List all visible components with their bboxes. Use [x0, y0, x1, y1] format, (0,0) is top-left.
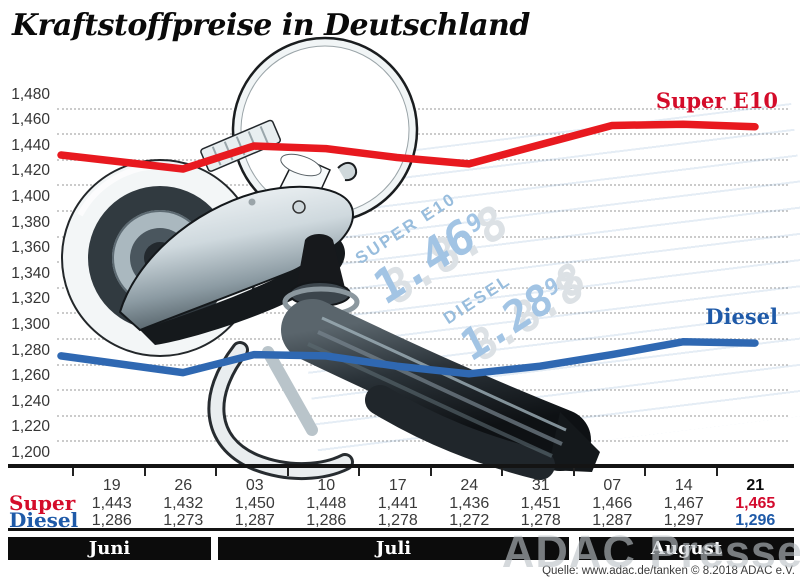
- y-axis-label: 1,440: [11, 136, 50, 154]
- table-cell: 1,272: [449, 512, 490, 529]
- table-cell: 1,296: [735, 512, 776, 529]
- gridline: [57, 184, 788, 187]
- gridline: [57, 286, 788, 289]
- y-axis-label: 1,400: [11, 188, 50, 205]
- y-axis-label: 1,300: [11, 316, 50, 333]
- column-tick: [358, 468, 360, 476]
- y-axis-label: 1,340: [11, 264, 50, 282]
- table-cell: 1,278: [377, 512, 418, 529]
- super-e10-line: [57, 120, 759, 173]
- table-bottom-rule: [8, 528, 794, 531]
- y-axis-label: 1,480: [11, 85, 50, 103]
- table-cell: 24: [460, 477, 479, 494]
- table-cell: 1,297: [663, 512, 704, 529]
- adac-presse-watermark: ADAC Presse: [501, 526, 800, 577]
- table-cell: 1,466: [592, 495, 633, 512]
- table-cell: 17: [388, 477, 407, 494]
- table-cell: 1,432: [163, 495, 204, 512]
- y-axis-label: 1,460: [11, 111, 50, 129]
- month-bar-juni: Juni: [8, 537, 211, 560]
- column-tick: [215, 468, 217, 476]
- column-tick: [572, 468, 575, 476]
- table-cell: 1,287: [592, 512, 633, 529]
- table-cell: 1,278: [520, 512, 561, 529]
- table-cell: 14: [674, 477, 693, 494]
- gridline: [57, 338, 788, 340]
- table-cell: 1,448: [306, 495, 347, 512]
- table-row-label-super: Super: [9, 491, 76, 515]
- month-bar-juli: Juli: [218, 537, 569, 560]
- y-axis-label: 1,260: [11, 367, 50, 385]
- column-tick: [429, 468, 432, 476]
- table-cell: 1,467: [663, 495, 704, 512]
- table-cell: 1,441: [377, 495, 418, 512]
- column-tick: [715, 468, 718, 476]
- y-axis-label: 1,380: [11, 213, 50, 231]
- table-cell: 1,436: [449, 495, 490, 512]
- table-cell: 1,286: [306, 512, 347, 529]
- y-axis-label: 1,360: [11, 239, 50, 257]
- gridline: [57, 133, 788, 136]
- legend-diesel: Diesel: [705, 304, 778, 329]
- table-cell: 21: [746, 477, 765, 494]
- table-cell: 1,273: [163, 512, 204, 529]
- y-axis-label: 1,280: [11, 341, 50, 359]
- column-tick: [501, 468, 503, 476]
- y-axis-label: 1,240: [11, 392, 50, 410]
- gridline: [57, 107, 788, 110]
- gridline: [57, 261, 788, 264]
- table-cell: 31: [531, 477, 550, 494]
- axis-rule: [8, 463, 794, 468]
- column-tick: [644, 468, 646, 476]
- month-bar-august: August: [579, 537, 794, 560]
- diesel-line: [57, 338, 759, 378]
- y-axis-label: 1,200: [11, 444, 50, 461]
- table-cell: 26: [174, 477, 193, 494]
- gridline: [57, 312, 788, 315]
- gridline: [57, 440, 788, 443]
- table-cell: 1,450: [234, 495, 275, 512]
- column-tick: [72, 468, 74, 476]
- source-credit: Quelle: www.adac.de/tanken © 8.2018 ADAC…: [542, 565, 795, 577]
- table-cell: 1,286: [91, 512, 132, 529]
- table-cell: 1,451: [520, 495, 561, 512]
- gridline: [57, 235, 788, 238]
- nozzle-cowl: [118, 185, 354, 332]
- table-cell: 19: [102, 477, 121, 494]
- column-tick: [143, 468, 146, 476]
- page-title: Kraftstoffpreise in Deutschland: [12, 8, 530, 43]
- y-axis-label: 1,220: [11, 418, 50, 436]
- legend-super-e10: Super E10: [655, 88, 778, 113]
- table-cell: 1,287: [234, 512, 275, 529]
- table-cell: 1,443: [91, 495, 132, 512]
- gridline: [57, 210, 788, 212]
- table-cell: 10: [317, 477, 336, 494]
- table-cell: 07: [603, 477, 622, 494]
- column-tick: [286, 468, 289, 476]
- table-row-label-diesel: Diesel: [9, 508, 79, 532]
- table-cell: 03: [245, 477, 264, 494]
- table-cell: 1,465: [735, 495, 776, 512]
- y-axis-label: 1,320: [11, 290, 50, 308]
- y-axis-label: 1,420: [11, 162, 50, 180]
